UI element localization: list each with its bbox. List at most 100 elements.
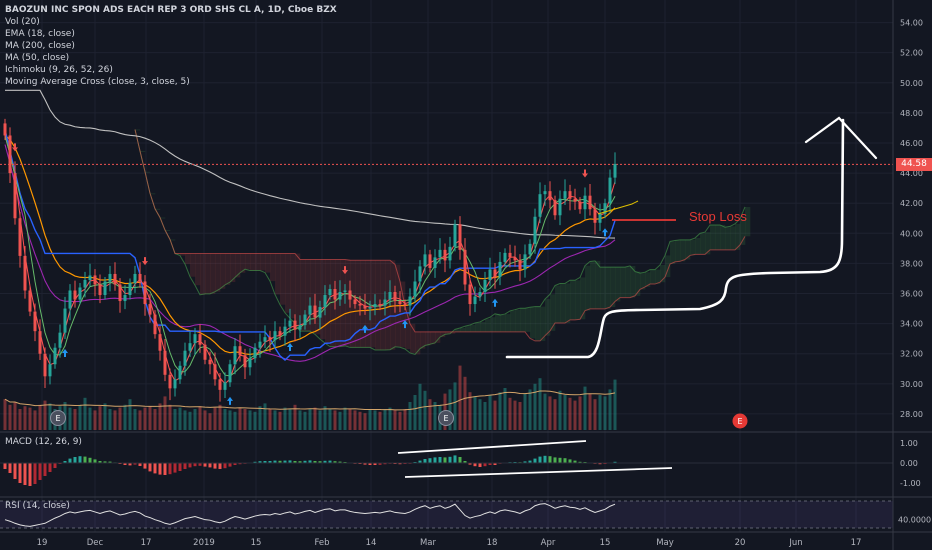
time-tick-label: 17: [141, 538, 152, 548]
macd-histogram-bar: [268, 461, 272, 463]
indicator-ma-cross[interactable]: Moving Average Cross (close, 3, close, 5…: [5, 77, 190, 87]
candle-body: [118, 284, 122, 302]
volume-bar: [198, 406, 202, 430]
cloud-segment: [230, 253, 236, 283]
macd-histogram-bar: [553, 457, 557, 463]
price-tick-label: 52.00: [900, 49, 923, 58]
volume-bar: [33, 410, 37, 430]
candle-body: [438, 249, 442, 258]
volume-bar: [308, 409, 312, 430]
short-entry-arrow: [342, 266, 348, 275]
earnings-marker: [438, 410, 454, 426]
cloud-segment: [700, 233, 706, 255]
volume-bar: [303, 411, 307, 430]
volume-bar: [38, 404, 42, 430]
volume-bar: [353, 410, 357, 430]
time-tick-label: 19: [37, 538, 48, 548]
cloud-segment: [560, 283, 566, 324]
symbol-title[interactable]: BAOZUN INC SPON ADS EACH REP 3 ORD SHS C…: [5, 5, 337, 15]
volume-bar: [23, 406, 27, 430]
macd-pane: [0, 455, 893, 486]
macd-trendline-upper: [397, 440, 587, 454]
cloud-segment: [220, 253, 226, 289]
macd-label[interactable]: MACD (12, 26, 9): [5, 437, 82, 447]
macd-histogram-bar: [8, 463, 12, 473]
cloud-segment: [195, 253, 201, 286]
volume-bar: [523, 393, 527, 430]
cloud-segment: [510, 310, 516, 332]
long-entry-arrow: [362, 324, 368, 333]
candle-body: [308, 305, 312, 315]
candle-body: [533, 216, 537, 244]
price-tick-label: 40.00: [900, 229, 923, 238]
volume-bar: [473, 396, 477, 430]
volume-bar: [223, 409, 227, 430]
volume-bar: [263, 403, 267, 430]
cloud-segment: [535, 306, 541, 341]
candle-body: [278, 331, 282, 336]
rsi-label[interactable]: RSI (14, close): [5, 501, 70, 511]
cloud-segment: [440, 331, 446, 338]
price-tick-label: 44.00: [900, 169, 923, 178]
macd-histogram-bar: [548, 456, 552, 463]
macd-histogram-bar: [423, 459, 427, 463]
candle-body: [183, 350, 187, 366]
candle-body: [583, 195, 587, 210]
cloud-segment: [660, 264, 666, 283]
candle-body: [303, 314, 307, 326]
indicator-ichimoku[interactable]: Ichimoku (9, 26, 52, 26): [5, 65, 113, 75]
candle-body: [333, 289, 337, 300]
macd-histogram-bar: [318, 461, 322, 463]
macd-histogram-bar: [308, 460, 312, 463]
candle-body: [423, 254, 427, 267]
macd-tick-label: 0.00: [900, 459, 918, 468]
macd-histogram-bar: [418, 460, 422, 463]
volume-bar: [148, 406, 152, 430]
cloud-segment: [205, 253, 211, 294]
indicator-volume[interactable]: Vol (20): [5, 17, 40, 27]
volume-bar: [208, 413, 212, 430]
cloud-segment: [710, 224, 716, 250]
volume-bar: [243, 409, 247, 430]
volume-bar: [558, 390, 562, 430]
macd-histogram-bar: [93, 459, 97, 463]
cloud-segment: [645, 272, 651, 287]
indicator-ema[interactable]: EMA (18, close): [5, 29, 75, 39]
cloud-segment: [525, 308, 531, 332]
macd-histogram-bar: [478, 463, 482, 467]
candle-body: [48, 364, 52, 377]
indicator-ma50[interactable]: MA (50, close): [5, 53, 70, 63]
indicator-ma200[interactable]: MA (200, close): [5, 41, 75, 51]
candle-body: [288, 320, 292, 327]
volume-bar: [453, 382, 457, 430]
volume-bar: [183, 410, 187, 430]
macd-histogram-bar: [188, 463, 192, 468]
cloud-segment: [210, 253, 216, 294]
moving-average-lines: [0, 89, 893, 385]
time-tick-label: 18: [487, 538, 498, 548]
rsi-line: [4, 503, 616, 527]
price-tick-label: 30.00: [900, 380, 923, 389]
price-tick-label: 42.00: [900, 199, 923, 208]
volume-bar: [548, 396, 552, 430]
price-tick-label: 46.00: [900, 139, 923, 148]
volume-bar: [568, 397, 572, 430]
volume-bar: [428, 399, 432, 430]
candle-body: [378, 304, 382, 306]
macd-histogram-bar: [108, 461, 112, 463]
cloud-segment: [570, 280, 576, 320]
volume-bar: [178, 407, 182, 430]
cloud-segment: [150, 193, 156, 195]
macd-histogram-bar: [133, 463, 137, 465]
staircase-arrow: [505, 118, 845, 359]
cloud-segment: [715, 224, 721, 250]
volume-bar: [93, 410, 97, 430]
candle-body: [478, 292, 482, 297]
earnings-marker-label: E: [55, 414, 60, 423]
cloud-segment: [410, 323, 416, 353]
cloud-segment: [600, 267, 606, 309]
volume-bar: [533, 383, 537, 430]
macd-histogram-bar: [563, 458, 567, 463]
user-drawings[interactable]: [397, 116, 878, 478]
